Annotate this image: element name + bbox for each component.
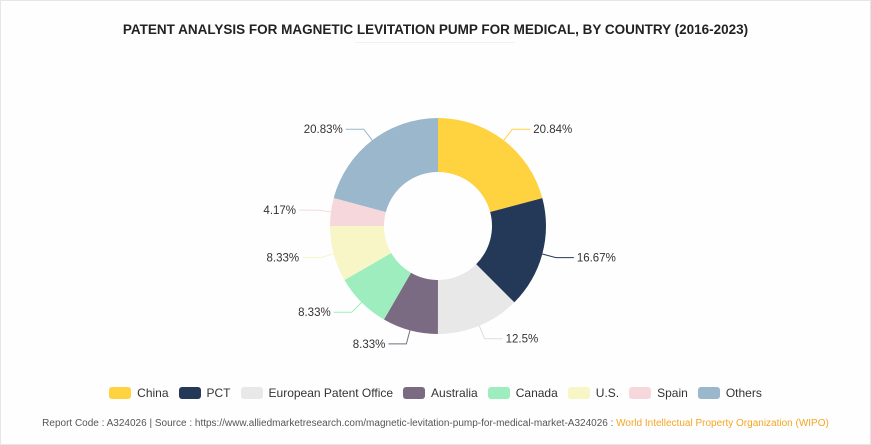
legend-item[interactable]: Canada [487, 386, 558, 400]
legend-label: Spain [657, 386, 688, 400]
legend-item[interactable]: Others [697, 386, 762, 400]
legend-swatch [109, 387, 132, 399]
legend-item[interactable]: Australia [403, 386, 478, 400]
source-org[interactable]: World Intellectual Property Organization… [616, 418, 829, 429]
legend-swatch [697, 387, 720, 399]
legend-swatch [403, 387, 426, 399]
legend-swatch [487, 387, 510, 399]
leader-line [299, 209, 331, 213]
leader-line [503, 128, 531, 141]
chart-title: PATENT ANALYSIS FOR MAGNETIC LEVITATION … [122, 22, 749, 37]
legend-label: Australia [431, 386, 478, 400]
data-label: 8.33% [267, 253, 300, 265]
legend-label: Canada [515, 386, 558, 400]
slice-australia[interactable] [383, 272, 438, 334]
separator: | [149, 418, 153, 429]
leader-line [542, 253, 574, 259]
data-label: 12.5% [506, 334, 539, 346]
data-label: 20.83% [304, 124, 343, 136]
legend: China PCT European Patent Office Australia C… [0, 386, 871, 400]
data-label: 4.17% [263, 205, 296, 217]
slice-china[interactable] [438, 118, 543, 213]
slice-spain[interactable] [330, 198, 386, 226]
title-divider [355, 42, 515, 43]
legend-item[interactable]: Spain [629, 386, 688, 400]
slice-european-patent-office[interactable] [437, 264, 515, 334]
slice-canada[interactable] [344, 252, 411, 320]
leader-line [388, 330, 411, 345]
slice-u-s-[interactable] [329, 226, 392, 280]
legend-swatch [240, 387, 263, 399]
leader-line [302, 253, 334, 259]
legend-label: China [137, 386, 169, 400]
slice-others[interactable] [333, 118, 438, 213]
legend-label: European Patent Office [268, 386, 394, 400]
data-label: 16.67% [577, 253, 616, 265]
legend-label: U.S. [595, 386, 620, 400]
legend-swatch [178, 387, 201, 399]
leader-line [345, 128, 373, 141]
source-text: Source : https://www.alliedmarketresearc… [154, 418, 614, 429]
legend-item[interactable]: China [109, 386, 169, 400]
report-code: Report Code : A324026 [42, 418, 147, 429]
leader-line [333, 301, 362, 313]
legend-swatch [629, 387, 652, 399]
leader-line [478, 325, 503, 340]
data-label: 8.33% [353, 339, 386, 351]
legend-swatch [567, 387, 590, 399]
legend-label: Others [725, 386, 762, 400]
legend-item[interactable]: PCT [178, 386, 231, 400]
legend-item[interactable]: European Patent Office [240, 386, 394, 400]
data-label: 8.33% [298, 307, 331, 319]
legend-item[interactable]: U.S. [567, 386, 620, 400]
slice-pct[interactable] [476, 198, 546, 303]
legend-label: PCT [206, 386, 231, 400]
data-label: 20.84% [533, 124, 572, 136]
footer: Report Code : A324026 | Source : https:/… [0, 418, 871, 429]
